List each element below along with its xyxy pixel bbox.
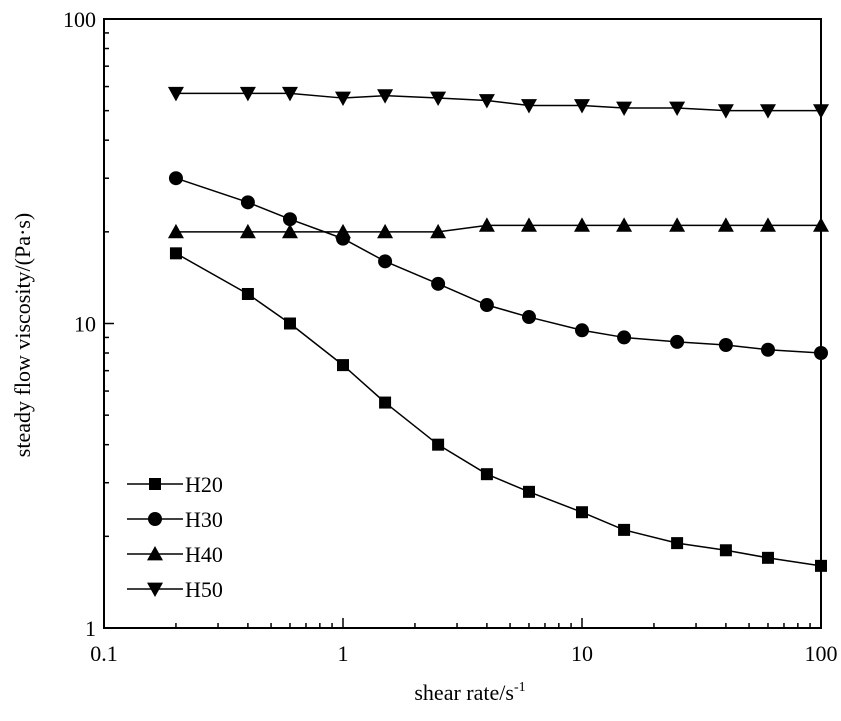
data-point-h50 [281, 86, 298, 102]
data-point-h50 [167, 86, 184, 102]
data-point-h40 [669, 217, 686, 232]
data-point-h50 [717, 104, 734, 119]
data-point-h40 [167, 223, 184, 239]
data-point-h20 [432, 438, 445, 451]
data-point-h20 [379, 396, 392, 409]
data-point-h50 [759, 104, 776, 119]
data-point-h30 [760, 342, 775, 357]
data-point-h30 [282, 212, 297, 227]
data-point-h20 [815, 559, 827, 572]
x-tick-label: 0.1 [90, 641, 118, 666]
series-line-h40 [175, 224, 821, 233]
y-tick-label: 100 [63, 7, 96, 32]
x-axis-label: shear rate/s-1 [414, 680, 525, 705]
data-point-h50 [520, 99, 537, 114]
series-line-h30 [175, 177, 822, 354]
data-point-h30 [617, 330, 632, 345]
data-point-h20 [719, 544, 732, 557]
data-point-h30 [670, 334, 685, 349]
data-point-h20 [169, 247, 182, 260]
data-point-h40 [717, 217, 734, 232]
data-point-h20 [283, 317, 296, 330]
data-point-h30 [521, 310, 536, 325]
x-tick-label: 1 [338, 641, 349, 666]
data-point-h20 [337, 359, 349, 372]
data-point-h50 [616, 101, 633, 117]
data-point-h30 [575, 323, 589, 338]
data-point-h20 [522, 485, 535, 498]
data-point-h50 [478, 94, 495, 109]
data-point-h50 [335, 91, 351, 107]
y-tick-label: 10 [74, 312, 96, 337]
data-point-h40 [520, 217, 537, 232]
data-point-h40 [335, 223, 351, 239]
data-point-h50 [813, 104, 829, 119]
data-point-h40 [574, 217, 590, 232]
data-point-h40 [430, 223, 447, 239]
data-point-h50 [574, 99, 590, 114]
x-axis-label-superscript: -1 [514, 680, 526, 695]
data-point-h30 [814, 346, 828, 361]
data-point-h50 [377, 89, 394, 104]
x-axis-label-text: shear rate/s [414, 680, 514, 705]
data-point-h30 [718, 337, 733, 352]
data-point-h50 [669, 101, 686, 117]
legend-label-h20: H20 [185, 472, 223, 497]
data-point-h20 [241, 287, 254, 300]
data-point-h30 [479, 298, 494, 313]
data-point-h20 [671, 537, 684, 550]
data-point-h40 [239, 223, 256, 239]
data-point-h30 [240, 195, 255, 210]
data-point-h50 [239, 86, 256, 102]
data-point-h30 [378, 254, 393, 269]
x-tick-label: 100 [805, 641, 838, 666]
data-point-h40 [478, 217, 495, 232]
legend-label-h50: H50 [185, 577, 223, 602]
data-point-h20 [480, 468, 493, 481]
data-point-h40 [616, 217, 633, 232]
legend-marker-h50 [147, 582, 163, 597]
data-point-h40 [377, 223, 394, 239]
data-point-h30 [168, 171, 183, 186]
legend-marker-h40 [147, 546, 163, 561]
x-tick-label: 10 [571, 641, 593, 666]
legend-marker-h30 [148, 512, 162, 526]
data-point-h20 [576, 506, 588, 519]
series-line-h50 [175, 92, 821, 112]
data-point-h40 [813, 217, 829, 232]
series-line-h20 [175, 252, 822, 567]
legend-label-h30: H30 [185, 507, 223, 532]
legend-marker-h20 [149, 478, 161, 490]
data-point-h40 [759, 217, 776, 232]
data-point-h50 [430, 91, 447, 107]
legend-label-h40: H40 [185, 542, 223, 567]
y-axis-label: steady flow viscosity/(Pa·s) [10, 213, 35, 457]
y-tick-label: 1 [85, 616, 96, 641]
data-point-h20 [761, 551, 774, 564]
data-point-h20 [618, 523, 631, 536]
data-point-h30 [431, 276, 446, 291]
data-point-h40 [281, 223, 298, 239]
